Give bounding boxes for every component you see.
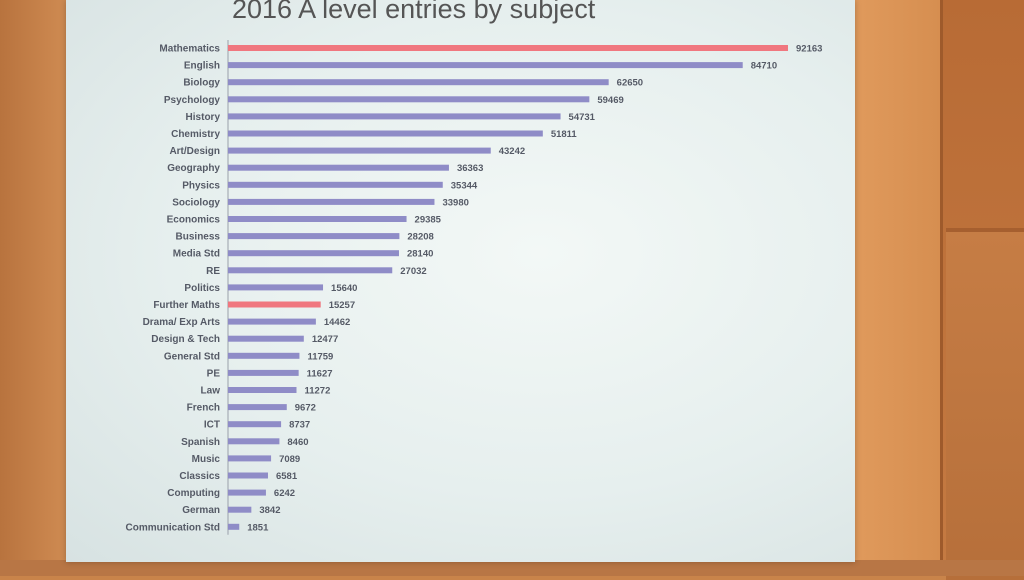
bar xyxy=(228,79,609,86)
category-label: Music xyxy=(192,454,221,465)
category-label: PE xyxy=(207,368,221,379)
bar xyxy=(228,284,324,291)
value-label: 15257 xyxy=(329,300,355,311)
bar-highlighted xyxy=(228,301,321,308)
value-label: 6581 xyxy=(276,471,298,482)
category-label: Mathematics xyxy=(159,44,220,55)
category-label: Biology xyxy=(183,78,220,89)
bar xyxy=(228,216,407,222)
value-label: 8460 xyxy=(287,437,308,448)
category-label: German xyxy=(182,505,220,516)
bar xyxy=(228,506,252,513)
category-label: Politics xyxy=(184,283,220,294)
bar xyxy=(228,113,561,120)
value-label: 27032 xyxy=(400,266,426,277)
category-label: Art/Design xyxy=(169,146,220,157)
category-label: Law xyxy=(201,386,221,397)
chart-title: 2016 A level entries by subject xyxy=(232,0,596,24)
category-label: Further Maths xyxy=(153,300,220,311)
value-label: 33980 xyxy=(442,197,468,208)
value-label: 59469 xyxy=(597,95,623,106)
category-label: Drama/ Exp Arts xyxy=(143,317,221,328)
category-label: Economics xyxy=(167,215,221,226)
category-label: Physics xyxy=(182,180,220,191)
bar-chart: Mathematics 92163 English 84710 Biology 62650… xyxy=(126,40,822,535)
value-label: 14462 xyxy=(324,317,350,328)
bar xyxy=(228,250,399,257)
bar xyxy=(228,318,316,325)
bar xyxy=(228,130,543,137)
category-label: Psychology xyxy=(164,95,221,106)
value-label: 11759 xyxy=(307,351,333,362)
value-label: 9672 xyxy=(295,403,316,414)
bar xyxy=(228,421,282,428)
value-label: 35344 xyxy=(451,180,478,191)
value-label: 3842 xyxy=(259,505,280,516)
floor-strip xyxy=(0,560,1024,576)
value-label: 12477 xyxy=(312,334,338,345)
category-label: Computing xyxy=(167,488,220,499)
bar xyxy=(228,455,272,462)
bar xyxy=(228,267,393,274)
category-label: History xyxy=(186,112,221,123)
wall-left xyxy=(0,0,66,576)
door-panel xyxy=(946,228,1024,580)
value-label: 11627 xyxy=(307,368,333,379)
category-label: Communication Std xyxy=(126,522,220,533)
bar xyxy=(228,489,266,496)
bar xyxy=(228,198,435,205)
bar xyxy=(228,369,299,376)
category-label: Geography xyxy=(167,163,220,174)
value-label: 11272 xyxy=(304,386,330,397)
bar xyxy=(228,164,449,171)
category-label: Design & Tech xyxy=(151,334,220,345)
value-label: 29385 xyxy=(415,215,442,226)
value-label: 36363 xyxy=(457,163,483,174)
projection-screen: 2016 A level entries by subject Mathemat… xyxy=(66,0,855,562)
category-label: Spanish xyxy=(181,437,220,448)
category-label: Classics xyxy=(179,471,220,482)
category-label: RE xyxy=(206,266,220,277)
bar xyxy=(228,147,491,154)
value-label: 54731 xyxy=(569,112,596,123)
bar-highlighted xyxy=(228,45,788,51)
value-label: 62650 xyxy=(617,78,643,89)
category-label: Chemistry xyxy=(171,129,220,140)
bar xyxy=(228,472,268,479)
category-label: French xyxy=(187,403,220,414)
bar xyxy=(228,96,590,103)
category-label: Media Std xyxy=(173,249,220,260)
value-label: 43242 xyxy=(499,146,525,157)
bar xyxy=(228,62,743,69)
value-label: 15640 xyxy=(331,283,357,294)
bar xyxy=(228,387,297,393)
value-label: 8737 xyxy=(289,420,310,431)
category-label: English xyxy=(184,61,220,72)
bar xyxy=(228,523,240,530)
bar xyxy=(228,404,287,411)
value-label: 28140 xyxy=(407,249,433,260)
value-label: 7089 xyxy=(279,454,300,465)
value-label: 1851 xyxy=(247,522,269,533)
bar xyxy=(228,335,304,342)
bar xyxy=(228,352,300,359)
category-label: ICT xyxy=(204,420,220,431)
value-label: 92163 xyxy=(796,44,822,55)
bar xyxy=(228,233,400,240)
category-label: Business xyxy=(176,232,221,243)
value-label: 51811 xyxy=(551,129,578,140)
value-label: 6242 xyxy=(274,488,295,499)
category-label: Sociology xyxy=(172,197,220,208)
category-label: General Std xyxy=(164,351,220,362)
bar xyxy=(228,438,280,445)
value-label: 28208 xyxy=(407,232,433,243)
bar xyxy=(228,181,443,188)
value-label: 84710 xyxy=(751,61,777,72)
